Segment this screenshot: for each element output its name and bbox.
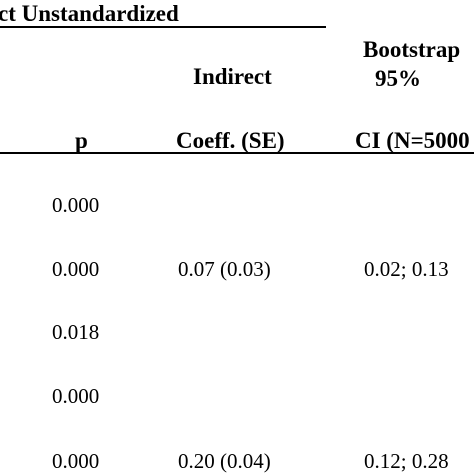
- table-cell-p: 0.000: [52, 193, 100, 217]
- col-header-bootstrap-line2: 95%: [375, 66, 421, 91]
- col-header-bootstrap-line3: CI (N=5000: [355, 128, 470, 153]
- table-cell-p: 0.000: [52, 449, 100, 473]
- group-title-rule: [0, 26, 326, 28]
- table-cell-ci: 0.02; 0.13: [364, 257, 449, 281]
- header-bottom-rule: [0, 152, 474, 154]
- table-cell-p: 0.000: [52, 384, 100, 408]
- col-header-indirect-line2: Coeff. (SE): [176, 128, 285, 153]
- group-title: ct Unstandardized: [0, 1, 179, 26]
- table-cell-indirect: 0.20 (0.04): [178, 449, 271, 473]
- col-header-indirect-line1: Indirect: [193, 64, 272, 89]
- table-cell-indirect: 0.07 (0.03): [178, 257, 271, 281]
- table-cell-p: 0.018: [52, 320, 100, 344]
- col-header-bootstrap-line1: Bootstrap: [363, 37, 461, 62]
- col-header-p: p: [75, 128, 88, 153]
- table-cell-ci: 0.12; 0.28: [364, 449, 449, 473]
- table-cell-p: 0.000: [52, 257, 100, 281]
